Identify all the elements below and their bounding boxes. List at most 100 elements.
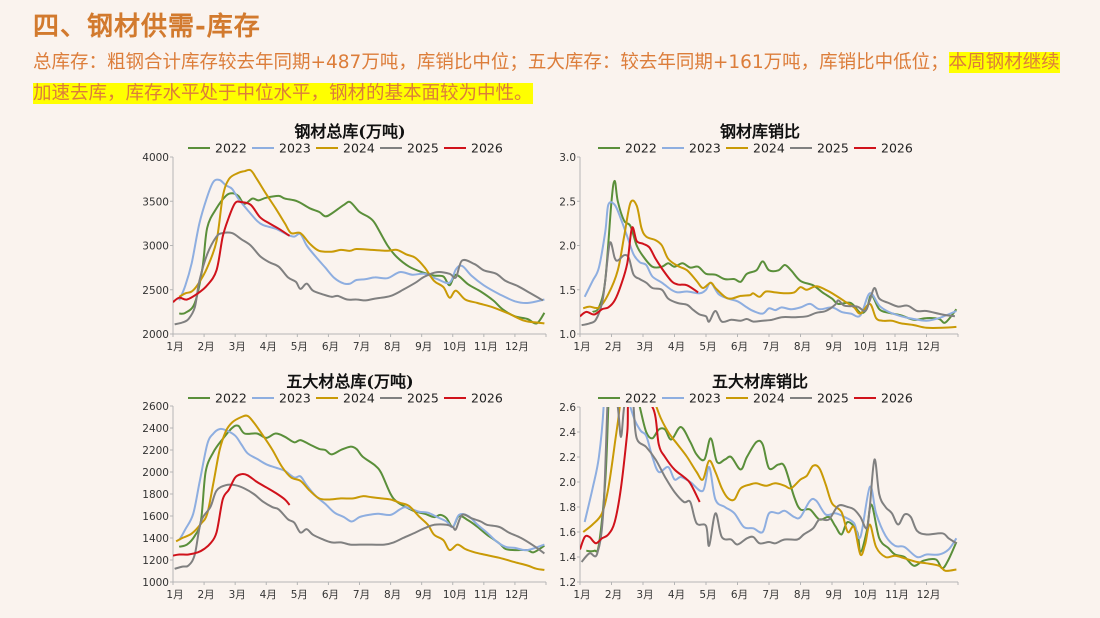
legend-label-2026: 2026 <box>471 141 503 156</box>
y-tick-label: 2.5 <box>559 196 576 208</box>
x-tick-label: 4月 <box>668 589 685 601</box>
series-line-2022 <box>586 407 958 570</box>
legend-label-2025: 2025 <box>407 391 439 406</box>
y-tick-label: 1.6 <box>559 527 576 539</box>
x-tick-label: 3月 <box>229 341 246 353</box>
series-line-2023 <box>178 427 545 552</box>
steel-inventory-sales-ratio-chart: 钢材库销比 2022 2023 2024 2025 2026 1.0 1.5 2.0 2.5 3.0… <box>550 115 970 360</box>
x-tick-label: 6月 <box>322 589 339 601</box>
series-line-2026 <box>580 407 701 550</box>
y-tick-label: 3500 <box>142 196 169 208</box>
legend-label-2025: 2025 <box>407 141 439 156</box>
x-tick-label: 10月 <box>854 589 878 601</box>
x-tick-label: 5月 <box>291 589 308 601</box>
chart-svg: 五大材总库(万吨) 2022 2023 2024 2025 2026 1000 1200 140… <box>142 372 547 601</box>
y-tick-label: 2.0 <box>559 241 576 253</box>
chart-title: 钢材总库(万吨) <box>294 122 405 141</box>
y-tick-label: 2000 <box>142 467 169 479</box>
chart-svg: 钢材总库(万吨) 2022 2023 2024 2025 2026 2000 2500 3000… <box>142 122 547 353</box>
series-line-2024 <box>178 168 545 325</box>
x-tick-label: 12月 <box>505 341 529 353</box>
chart-title: 五大材库销比 <box>712 372 808 391</box>
x-tick-label: 2月 <box>197 341 214 353</box>
page-title: 四、钢材供需-库存 <box>33 12 261 42</box>
chart-title: 钢材库销比 <box>720 122 800 141</box>
x-tick-label: 5月 <box>699 589 716 601</box>
x-tick-label: 2月 <box>197 589 214 601</box>
legend-label-2022: 2022 <box>625 141 657 156</box>
chart-svg: 五大材库销比 2022 2023 2024 2025 2026 1.2 1.4 1.6 1.8 2.… <box>559 372 959 601</box>
x-tick-label: 11月 <box>885 589 909 601</box>
series-line-2022 <box>591 179 958 324</box>
series-line-2025 <box>580 407 957 563</box>
legend-label-2026: 2026 <box>471 391 503 406</box>
x-tick-label: 9月 <box>415 589 432 601</box>
legend-label-2024: 2024 <box>343 391 375 406</box>
y-tick-label: 1.8 <box>559 502 576 514</box>
y-tick-label: 1400 <box>142 533 169 545</box>
series-line-2026 <box>173 200 291 303</box>
y-tick-label: 3.0 <box>559 152 576 164</box>
series-line-2025 <box>581 241 956 327</box>
x-tick-label: 11月 <box>474 589 498 601</box>
summary-main: 总库存：粗钢合计库存较去年同期+487万吨，库销比中位；五大库存：较去年同期+1… <box>33 52 949 73</box>
summary-text: 总库存：粗钢合计库存较去年同期+487万吨，库销比中位；五大库存：较去年同期+1… <box>33 47 1078 109</box>
series-line-2026 <box>173 473 291 557</box>
x-tick-label: 9月 <box>825 341 842 353</box>
x-tick-label: 10月 <box>443 589 467 601</box>
y-tick-label: 2000 <box>142 329 169 341</box>
x-tick-label: 1月 <box>166 589 183 601</box>
y-tick-label: 1.4 <box>559 552 576 564</box>
y-tick-label: 2200 <box>142 445 169 457</box>
series-line-2025 <box>174 231 544 326</box>
x-tick-label: 8月 <box>384 341 401 353</box>
x-tick-label: 8月 <box>384 589 401 601</box>
x-tick-label: 6月 <box>731 589 748 601</box>
plot-area <box>173 414 545 571</box>
y-tick-label: 3000 <box>142 241 169 253</box>
x-tick-label: 2月 <box>605 341 622 353</box>
x-tick-label: 7月 <box>762 589 779 601</box>
x-tick-label: 1月 <box>573 341 590 353</box>
plot-area <box>580 407 958 572</box>
legend-label-2023: 2023 <box>279 141 311 156</box>
x-tick-label: 5月 <box>699 341 716 353</box>
legend-label-2022: 2022 <box>215 391 247 406</box>
series-line-2023 <box>583 407 958 559</box>
five-products-inventory-sales-ratio-chart: 五大材库销比 2022 2023 2024 2025 2026 1.2 1.4 1.6 1.8 2.… <box>550 365 970 610</box>
legend-label-2024: 2024 <box>753 391 785 406</box>
y-tick-label: 2600 <box>142 401 169 413</box>
series-line-2024 <box>582 407 957 572</box>
x-tick-label: 12月 <box>917 341 941 353</box>
x-tick-label: 4月 <box>668 341 685 353</box>
series-line-2022 <box>178 424 545 554</box>
series-line-2024 <box>582 199 957 330</box>
x-tick-label: 4月 <box>260 341 277 353</box>
x-tick-label: 1月 <box>166 341 183 353</box>
series-line-2025 <box>174 483 545 570</box>
y-tick-label: 1600 <box>142 511 169 523</box>
series-line-2023 <box>583 201 957 322</box>
legend-label-2026: 2026 <box>881 141 913 156</box>
legend-label-2024: 2024 <box>753 141 785 156</box>
y-tick-label: 2.4 <box>559 427 576 439</box>
chart-svg: 钢材库销比 2022 2023 2024 2025 2026 1.0 1.5 2.0 2.5 3.0… <box>559 122 959 353</box>
y-tick-label: 2.2 <box>559 452 576 464</box>
series-line-2026 <box>580 226 699 318</box>
y-tick-label: 1.5 <box>559 285 576 297</box>
x-tick-label: 7月 <box>353 341 370 353</box>
x-tick-label: 9月 <box>415 341 432 353</box>
x-tick-label: 3月 <box>636 589 653 601</box>
legend-label-2024: 2024 <box>343 141 375 156</box>
x-tick-label: 11月 <box>885 341 909 353</box>
legend-label-2023: 2023 <box>689 141 721 156</box>
plot-area <box>173 168 546 326</box>
x-tick-label: 4月 <box>260 589 277 601</box>
five-products-inventory-chart: 五大材总库(万吨) 2022 2023 2024 2025 2026 1000 1200 140… <box>140 365 560 610</box>
y-tick-label: 2.0 <box>559 477 576 489</box>
legend-label-2026: 2026 <box>881 391 913 406</box>
y-tick-label: 1200 <box>142 555 169 567</box>
x-tick-label: 2月 <box>605 589 622 601</box>
x-tick-label: 12月 <box>505 589 529 601</box>
series-line-2022 <box>179 192 546 325</box>
